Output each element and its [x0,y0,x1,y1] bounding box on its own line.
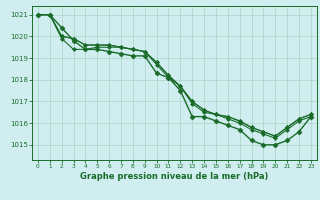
X-axis label: Graphe pression niveau de la mer (hPa): Graphe pression niveau de la mer (hPa) [80,172,268,181]
